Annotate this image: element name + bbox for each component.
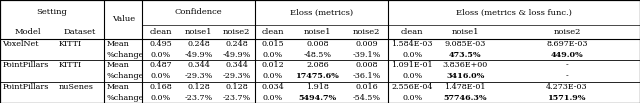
Text: 3416.0%: 3416.0% bbox=[446, 72, 484, 80]
Text: -54.5%: -54.5% bbox=[353, 94, 381, 102]
Text: VoxelNet: VoxelNet bbox=[3, 40, 39, 48]
Text: %change: %change bbox=[106, 94, 143, 102]
Text: Mean: Mean bbox=[106, 83, 129, 91]
Text: 0.012: 0.012 bbox=[261, 61, 284, 69]
Text: Confidence: Confidence bbox=[175, 8, 223, 16]
Text: 0.128: 0.128 bbox=[188, 83, 210, 91]
Text: 0.0%: 0.0% bbox=[151, 51, 171, 59]
Text: 0.034: 0.034 bbox=[261, 83, 284, 91]
Text: 8.697E-03: 8.697E-03 bbox=[547, 40, 588, 48]
Text: -49.9%: -49.9% bbox=[222, 51, 251, 59]
Text: -: - bbox=[566, 72, 568, 80]
Text: 57746.3%: 57746.3% bbox=[444, 94, 487, 102]
Text: Setting: Setting bbox=[36, 8, 68, 16]
Text: -48.5%: -48.5% bbox=[304, 51, 332, 59]
Text: 0.0%: 0.0% bbox=[402, 51, 422, 59]
Text: 9.085E-03: 9.085E-03 bbox=[445, 40, 486, 48]
Text: noise2: noise2 bbox=[554, 28, 580, 36]
Text: -23.7%: -23.7% bbox=[222, 94, 251, 102]
Text: 0.248: 0.248 bbox=[225, 40, 248, 48]
Text: 0.344: 0.344 bbox=[225, 61, 248, 69]
Text: -: - bbox=[566, 61, 568, 69]
Text: 473.5%: 473.5% bbox=[449, 51, 481, 59]
Text: PointPillars: PointPillars bbox=[3, 61, 49, 69]
Text: clean: clean bbox=[261, 28, 284, 36]
Text: 0.0%: 0.0% bbox=[151, 72, 171, 80]
Text: 0.015: 0.015 bbox=[261, 40, 284, 48]
Text: Eloss (metrics & loss func.): Eloss (metrics & loss func.) bbox=[456, 8, 572, 16]
Text: -49.9%: -49.9% bbox=[184, 51, 213, 59]
Text: 0.344: 0.344 bbox=[188, 61, 210, 69]
Text: 449.0%: 449.0% bbox=[550, 51, 584, 59]
Text: Eloss (metrics): Eloss (metrics) bbox=[290, 8, 353, 16]
Text: 3.836E+00: 3.836E+00 bbox=[443, 61, 488, 69]
Text: 0.008: 0.008 bbox=[355, 61, 378, 69]
Text: 17475.6%: 17475.6% bbox=[296, 72, 340, 80]
Text: Mean: Mean bbox=[106, 40, 129, 48]
Text: 0.168: 0.168 bbox=[150, 83, 172, 91]
Text: 1.918: 1.918 bbox=[307, 83, 329, 91]
Text: PointPillars: PointPillars bbox=[3, 83, 49, 91]
Text: noise1: noise1 bbox=[185, 28, 212, 36]
Text: 1.091E-01: 1.091E-01 bbox=[391, 61, 433, 69]
Text: -29.3%: -29.3% bbox=[184, 72, 213, 80]
Text: clean: clean bbox=[150, 28, 172, 36]
Text: 1.584E-03: 1.584E-03 bbox=[392, 40, 433, 48]
Text: 0.495: 0.495 bbox=[150, 40, 172, 48]
Text: 0.009: 0.009 bbox=[355, 40, 378, 48]
Text: KITTI: KITTI bbox=[58, 61, 81, 69]
Text: noise1: noise1 bbox=[304, 28, 332, 36]
Text: Model: Model bbox=[15, 28, 41, 36]
Text: -23.7%: -23.7% bbox=[184, 94, 213, 102]
Text: %change: %change bbox=[106, 72, 143, 80]
Text: 0.487: 0.487 bbox=[150, 61, 172, 69]
Text: Mean: Mean bbox=[106, 61, 129, 69]
Text: 2.556E-04: 2.556E-04 bbox=[392, 83, 433, 91]
Text: 0.248: 0.248 bbox=[188, 40, 210, 48]
Text: Dataset: Dataset bbox=[64, 28, 96, 36]
Text: 5494.7%: 5494.7% bbox=[299, 94, 337, 102]
Text: noise1: noise1 bbox=[452, 28, 479, 36]
Text: 0.016: 0.016 bbox=[355, 83, 378, 91]
Text: %change: %change bbox=[106, 51, 143, 59]
Text: 0.0%: 0.0% bbox=[262, 72, 283, 80]
Text: -29.3%: -29.3% bbox=[222, 72, 251, 80]
Text: KITTI: KITTI bbox=[58, 40, 81, 48]
Text: Value: Value bbox=[111, 15, 135, 23]
Text: 0.0%: 0.0% bbox=[402, 94, 422, 102]
Text: 0.0%: 0.0% bbox=[262, 94, 283, 102]
Text: 0.0%: 0.0% bbox=[151, 94, 171, 102]
Text: noise2: noise2 bbox=[353, 28, 380, 36]
Text: noise2: noise2 bbox=[223, 28, 250, 36]
Text: 0.0%: 0.0% bbox=[402, 72, 422, 80]
Text: nuSenes: nuSenes bbox=[58, 83, 93, 91]
Text: 2.086: 2.086 bbox=[307, 61, 329, 69]
Text: clean: clean bbox=[401, 28, 424, 36]
Text: 0.0%: 0.0% bbox=[262, 51, 283, 59]
Text: -39.1%: -39.1% bbox=[353, 51, 381, 59]
Text: -36.1%: -36.1% bbox=[353, 72, 381, 80]
Text: 0.008: 0.008 bbox=[307, 40, 329, 48]
Text: 0.128: 0.128 bbox=[225, 83, 248, 91]
Text: 1571.9%: 1571.9% bbox=[548, 94, 586, 102]
Text: 4.273E-03: 4.273E-03 bbox=[546, 83, 588, 91]
Text: 1.478E-01: 1.478E-01 bbox=[445, 83, 486, 91]
